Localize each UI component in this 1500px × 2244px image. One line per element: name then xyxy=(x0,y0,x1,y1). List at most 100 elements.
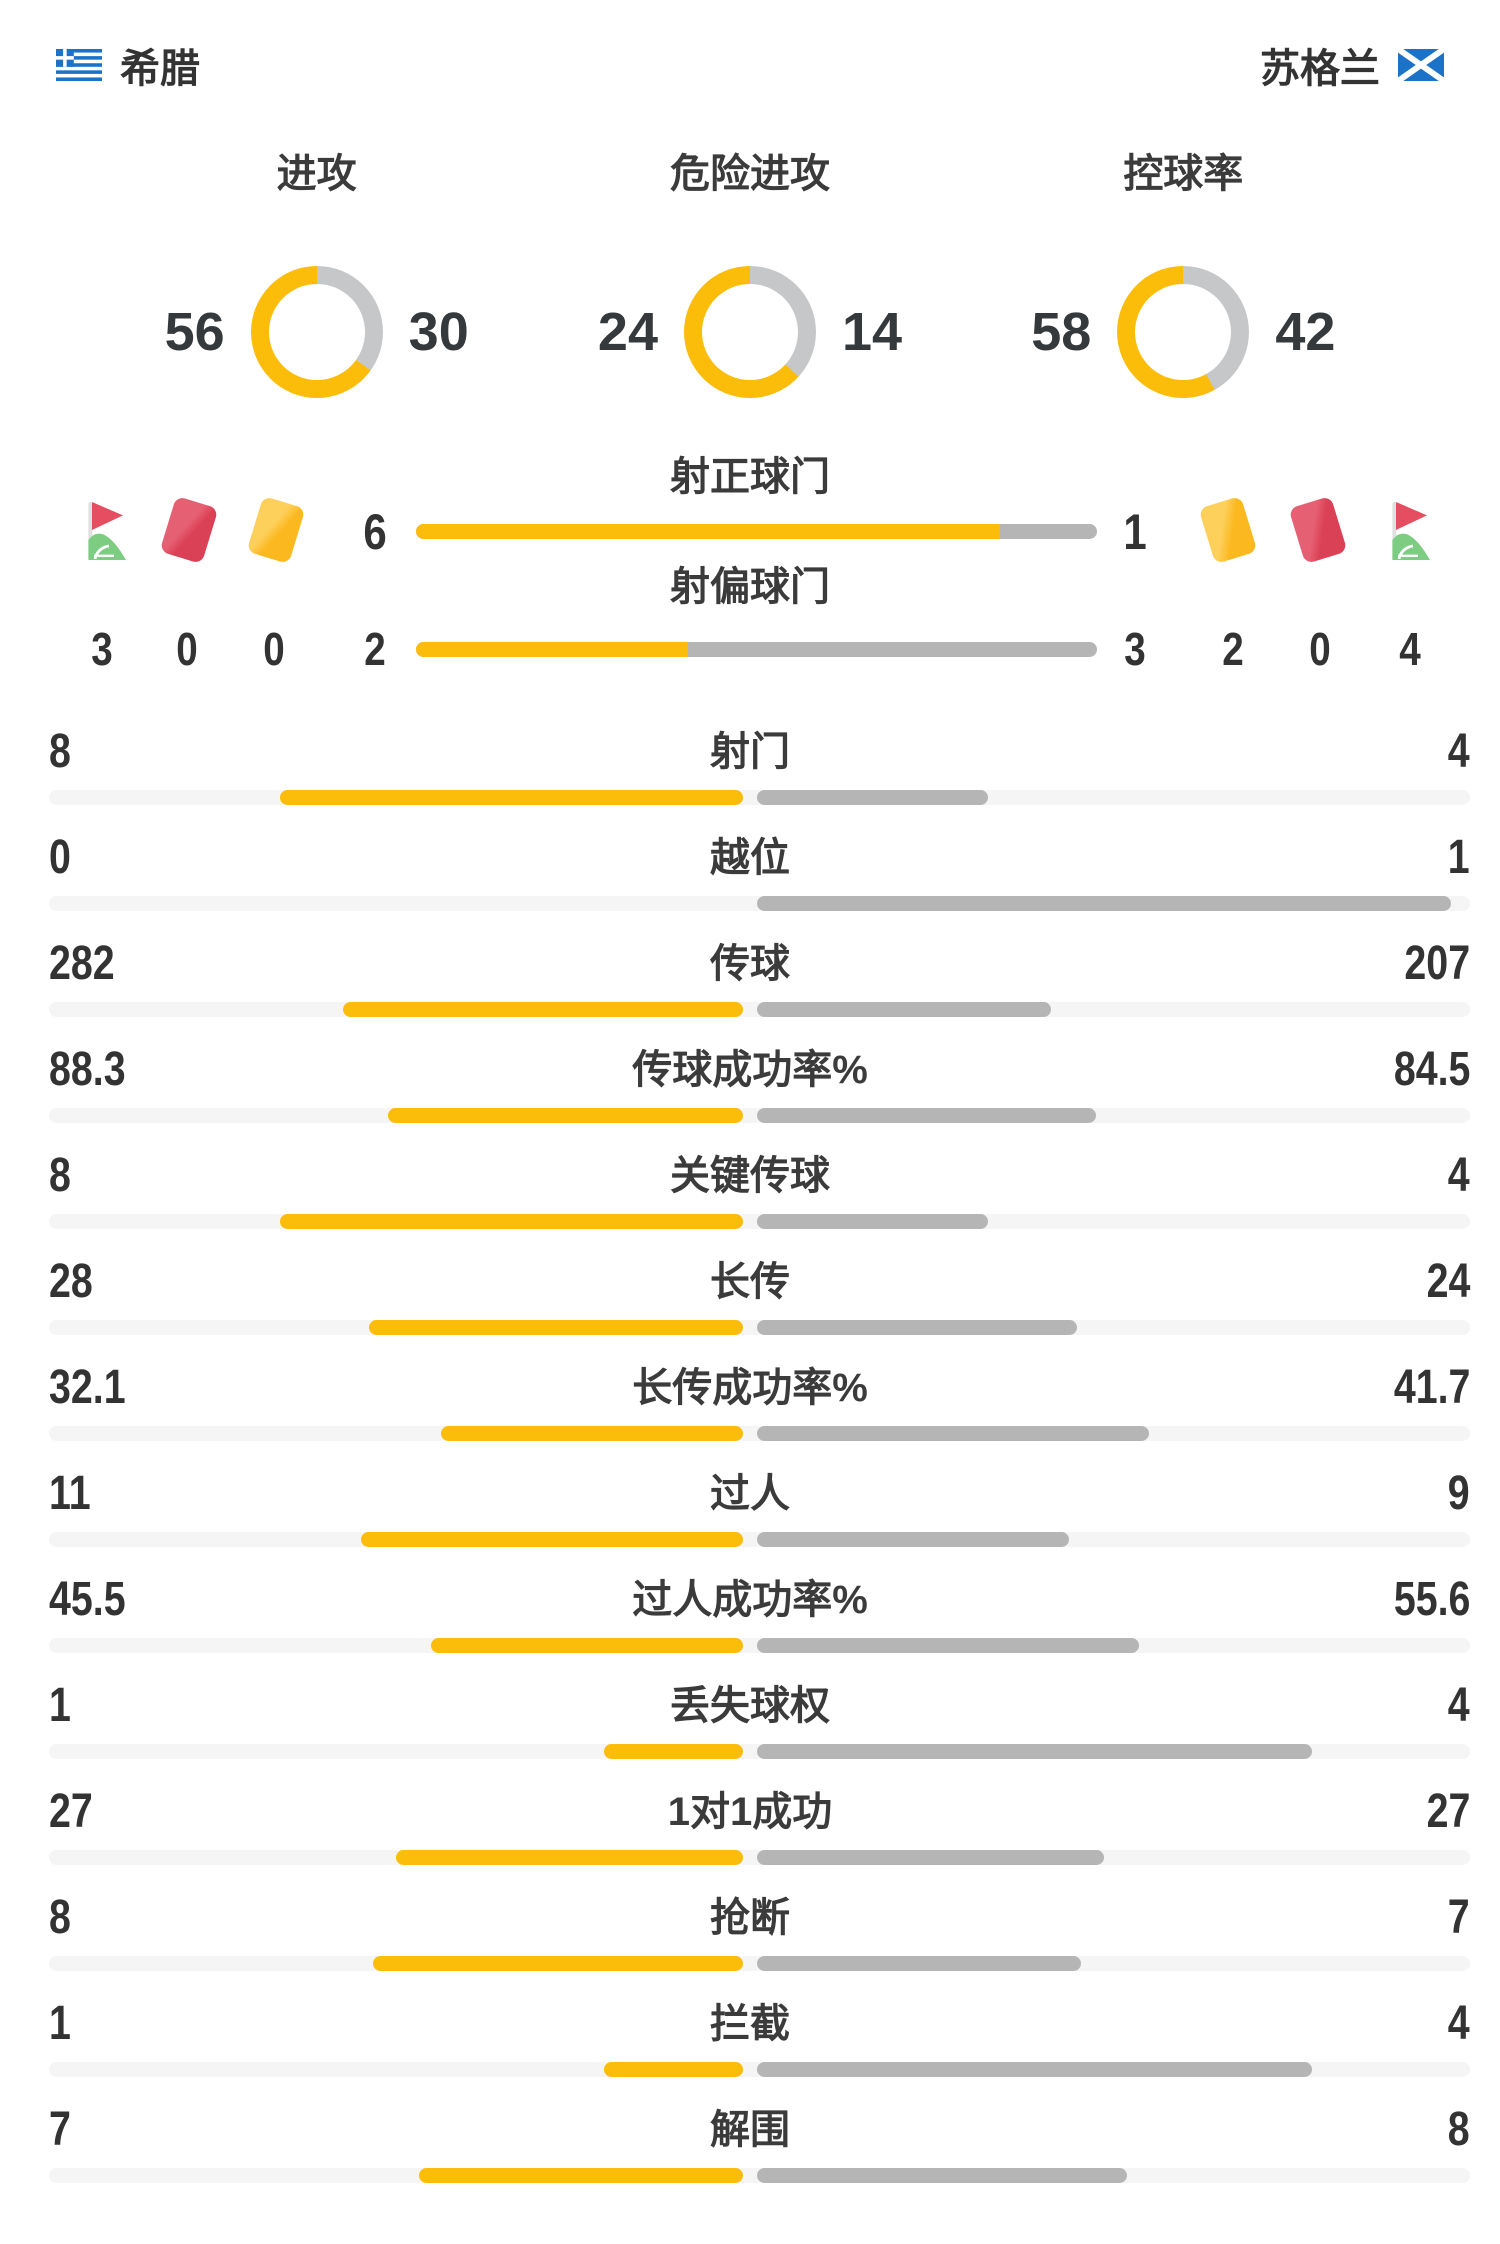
stat-home-value: 27 xyxy=(49,1785,93,1838)
stat-label: 过人成功率% xyxy=(632,1578,868,1622)
stat-label: 传球 xyxy=(710,942,790,986)
stat-label: 关键传球 xyxy=(670,1154,830,1198)
stat-label: 过人 xyxy=(710,1472,790,1516)
shots-off-target-title: 射偏球门 xyxy=(670,565,830,609)
stat-bar-away-fill xyxy=(757,1744,1312,1759)
stat-row-13: 1 拦截 4 xyxy=(0,1988,1500,2094)
stat-away-value: 4 xyxy=(1448,1149,1470,1202)
stat-label: 长传 xyxy=(710,1260,790,1304)
stat-bar-away-fill xyxy=(757,790,988,805)
stat-bar-away-fill xyxy=(757,1108,1096,1123)
shots-on-target-home-fill xyxy=(416,524,1000,539)
away-red-cards-count: 0 xyxy=(1309,623,1331,675)
stat-away-value: 9 xyxy=(1448,1467,1470,1520)
stat-home-value: 0 xyxy=(49,831,71,884)
donut-chart xyxy=(250,266,383,398)
stat-row-10: 1 丢失球权 4 xyxy=(0,1670,1500,1776)
stat-row-6: 28 长传 24 xyxy=(0,1246,1500,1352)
stat-row-2: 0 越位 1 xyxy=(0,822,1500,928)
stat-label: 1对1成功 xyxy=(667,1790,833,1834)
stat-label: 射门 xyxy=(710,730,790,774)
donut-away-value: 30 xyxy=(408,302,469,362)
donut-away-value: 42 xyxy=(1275,302,1336,362)
away-team[interactable]: 苏格兰 xyxy=(1260,36,1444,94)
stat-bar-home-fill xyxy=(419,2168,743,2183)
donut-line: 24 14 xyxy=(562,266,938,398)
greece-flag-icon xyxy=(56,49,102,81)
away-team-name: 苏格兰 xyxy=(1260,47,1380,91)
stat-away-value: 4 xyxy=(1448,1679,1470,1732)
home-team[interactable]: 希腊 xyxy=(56,36,200,94)
stat-away-value: 4 xyxy=(1448,725,1470,778)
stat-away-value: 41.7 xyxy=(1393,1361,1470,1414)
corner-flag-icon xyxy=(1372,497,1438,572)
stat-bar-home-fill xyxy=(431,1638,743,1653)
stat-home-value: 32.1 xyxy=(49,1361,126,1414)
stat-bar-home-fill xyxy=(280,790,743,805)
shots-off-target-away-value: 3 xyxy=(1124,623,1146,675)
stat-row-4: 88.3 传球成功率% 84.5 xyxy=(0,1034,1500,1140)
stat-label: 越位 xyxy=(710,836,790,880)
stat-away-value: 8 xyxy=(1448,2103,1470,2156)
stat-row-8: 11 过人 9 xyxy=(0,1458,1500,1564)
stats-list: 8 射门 4 0 越位 1 282 传球 207 88.3 传球成功率% 84.5 8 关键传球 4 28 长传… xyxy=(0,692,1500,2200)
shots-on-target-away-value: 1 xyxy=(1123,504,1147,560)
stat-bar-away-fill xyxy=(757,1850,1104,1865)
stat-bar-away-fill xyxy=(757,1638,1139,1653)
donut-away-value: 14 xyxy=(841,302,903,362)
stat-row-1: 8 射门 4 xyxy=(0,716,1500,822)
stat-bar-away-fill xyxy=(757,1002,1051,1017)
away-yellow-cards-count: 2 xyxy=(1222,623,1244,675)
stat-home-value: 282 xyxy=(49,937,115,990)
stat-bar-home-fill xyxy=(604,1744,743,1759)
home-yellow-cards-count: 0 xyxy=(263,623,285,675)
stat-bar-away-fill xyxy=(757,896,1451,911)
stat-row-12: 8 抢断 7 xyxy=(0,1882,1500,1988)
stat-away-value: 55.6 xyxy=(1393,1573,1470,1626)
shots-section: 射正球门 射偏球门 6 1 3 0 0 2 3 2 0 4 xyxy=(0,452,1500,692)
stat-away-value: 24 xyxy=(1426,1255,1470,1308)
stat-away-value: 84.5 xyxy=(1393,1043,1470,1096)
shots-off-target-home-value: 2 xyxy=(364,623,386,675)
stat-bar-home-fill xyxy=(388,1108,743,1123)
stat-bar-home-fill xyxy=(604,2062,743,2077)
donut-home-value: 24 xyxy=(597,302,658,362)
donut-home-value: 58 xyxy=(1031,302,1092,362)
stat-bar-away-fill xyxy=(757,1956,1081,1971)
stat-bar-away-fill xyxy=(757,1214,988,1229)
shots-off-target-home-fill xyxy=(416,642,689,657)
donut-group-3: 控球率 58 42 xyxy=(967,150,1400,398)
stat-bar-home-fill xyxy=(361,1532,743,1547)
stat-bar-home-fill xyxy=(441,1426,743,1441)
shots-on-target-title: 射正球门 xyxy=(670,455,830,499)
donut-chart xyxy=(683,266,816,398)
stat-home-value: 28 xyxy=(49,1255,93,1308)
donut-group-1: 进攻 56 30 xyxy=(100,150,533,398)
stat-bar-away-fill xyxy=(757,1532,1069,1547)
stat-bar-home-fill xyxy=(280,1214,743,1229)
donut-group-2: 危险进攻 24 14 xyxy=(533,150,966,398)
red-card-icon xyxy=(159,495,219,565)
stat-bar-away-fill xyxy=(757,1320,1077,1335)
stat-bar-home-fill xyxy=(373,1956,743,1971)
stat-row-14: 7 解围 8 xyxy=(0,2094,1500,2200)
header: 希腊 苏格兰 xyxy=(0,0,1500,94)
home-team-name: 希腊 xyxy=(120,47,200,91)
stat-label: 拦截 xyxy=(710,2002,790,2046)
stat-away-value: 4 xyxy=(1448,1997,1470,2050)
donut-charts-row: 进攻 56 30 危险进攻 24 14 控球率 58 42 xyxy=(0,150,1500,398)
stat-home-value: 8 xyxy=(49,725,71,778)
stat-bar-away-fill xyxy=(757,2168,1127,2183)
stat-label: 抢断 xyxy=(710,1896,790,1940)
stat-home-value: 88.3 xyxy=(49,1043,126,1096)
donut-home-value: 56 xyxy=(164,302,225,362)
donut-chart xyxy=(1117,266,1250,398)
stat-bar-away-fill xyxy=(757,2062,1312,2077)
yellow-card-icon xyxy=(246,495,306,565)
stat-away-value: 1 xyxy=(1448,831,1470,884)
stat-row-11: 27 1对1成功 27 xyxy=(0,1776,1500,1882)
donut-line: 56 30 xyxy=(129,266,505,398)
stat-label: 传球成功率% xyxy=(632,1048,868,1092)
stat-row-5: 8 关键传球 4 xyxy=(0,1140,1500,1246)
